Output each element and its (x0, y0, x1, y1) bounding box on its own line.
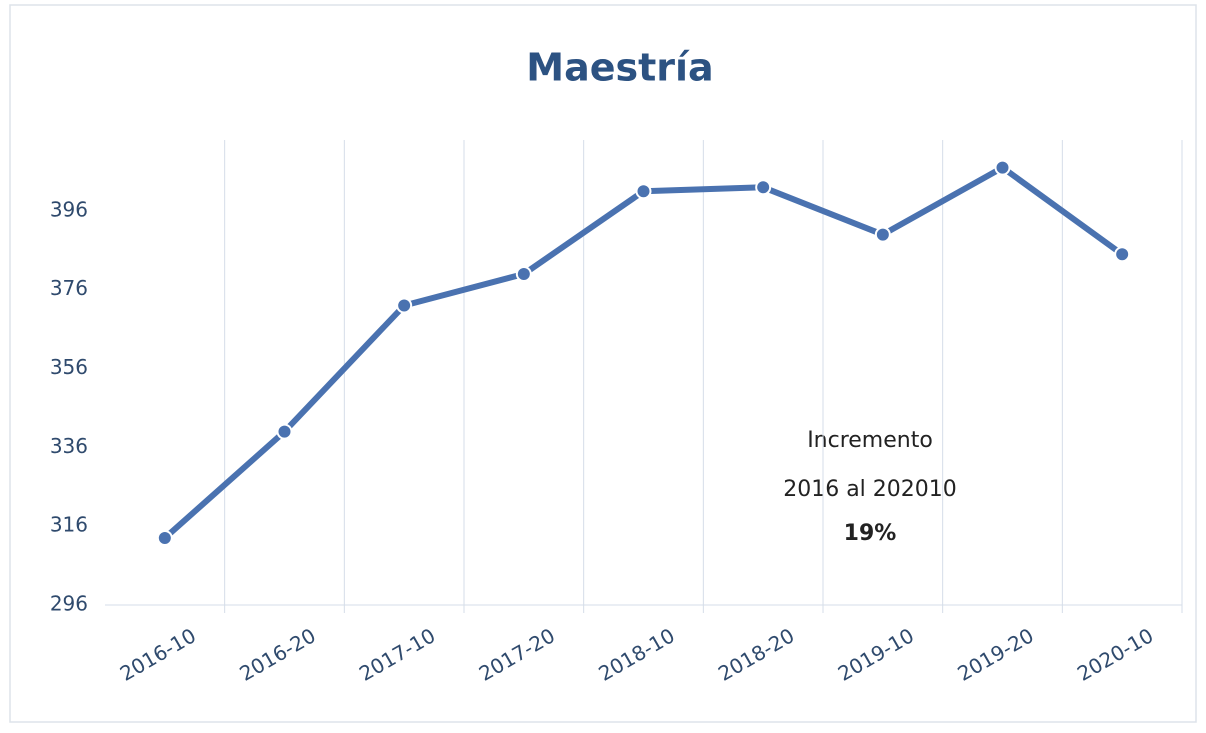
annotation: 19% (844, 521, 897, 546)
marker (396, 297, 413, 314)
y-tick-label: 296 (50, 592, 88, 616)
y-tick-label: 396 (50, 197, 88, 221)
marker (635, 183, 652, 200)
marker (1114, 246, 1131, 263)
y-tick-label: 376 (50, 276, 88, 300)
marker (755, 179, 772, 196)
marker (156, 530, 173, 547)
chart-frame (9, 4, 1197, 723)
marker (994, 159, 1011, 176)
y-tick-label: 356 (50, 355, 88, 379)
marker (874, 226, 891, 243)
y-tick-label: 336 (50, 434, 88, 458)
marker (276, 423, 293, 440)
y-tick-label: 316 (50, 513, 88, 537)
annotation: Incremento (807, 428, 933, 453)
chart-title: Maestría (526, 46, 713, 90)
marker (515, 265, 532, 282)
annotation: 2016 al 202010 (783, 477, 957, 502)
